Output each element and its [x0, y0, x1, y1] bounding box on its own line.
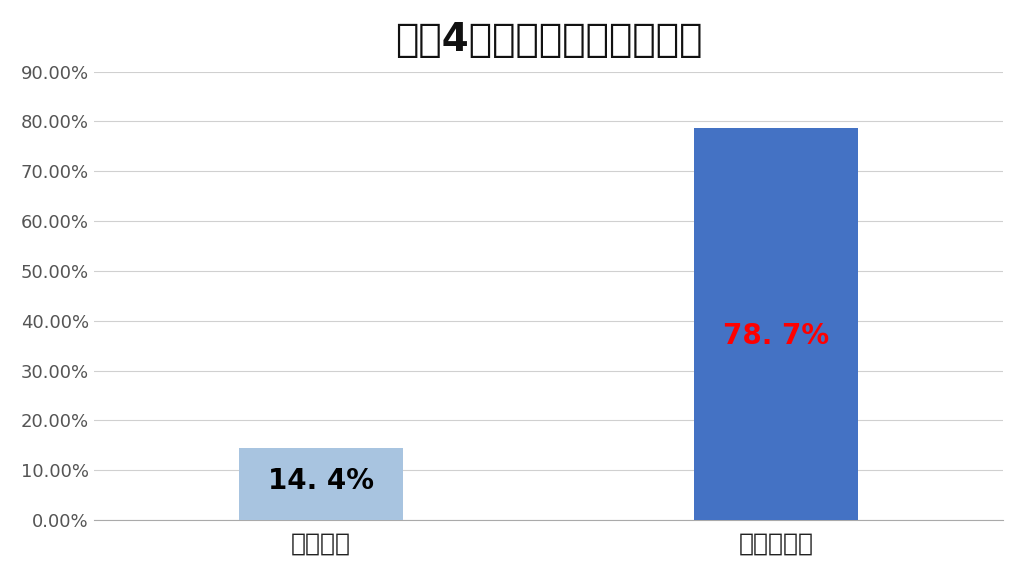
Title: 令和4年度測量士試験合格率: 令和4年度測量士試験合格率	[394, 21, 702, 59]
Text: 14. 4%: 14. 4%	[268, 467, 374, 495]
Bar	[240, 448, 403, 520]
Text: 78. 7%: 78. 7%	[723, 322, 828, 350]
Bar	[694, 128, 858, 520]
